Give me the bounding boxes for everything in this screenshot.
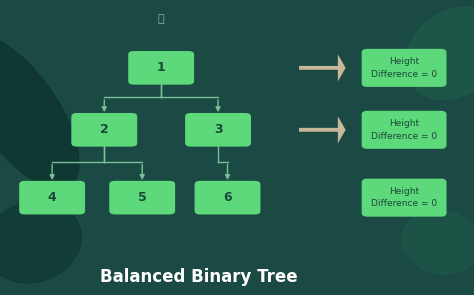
Text: 6: 6 <box>223 191 232 204</box>
Text: 5: 5 <box>138 191 146 204</box>
Ellipse shape <box>0 201 81 283</box>
FancyBboxPatch shape <box>19 181 85 214</box>
Text: 1: 1 <box>157 61 165 74</box>
Text: Height
Difference = 0: Height Difference = 0 <box>371 187 437 208</box>
Text: Height
Difference = 0: Height Difference = 0 <box>371 119 437 140</box>
Text: Balanced Binary Tree: Balanced Binary Tree <box>100 268 298 286</box>
FancyBboxPatch shape <box>194 181 261 214</box>
Text: Height
Difference = 0: Height Difference = 0 <box>371 57 437 78</box>
FancyBboxPatch shape <box>362 178 447 217</box>
FancyBboxPatch shape <box>362 49 447 87</box>
Text: 4: 4 <box>48 191 56 204</box>
FancyBboxPatch shape <box>71 113 137 147</box>
FancyBboxPatch shape <box>128 51 194 85</box>
FancyBboxPatch shape <box>109 181 175 214</box>
Text: 2: 2 <box>100 123 109 136</box>
Ellipse shape <box>405 7 474 99</box>
Ellipse shape <box>0 35 79 189</box>
FancyBboxPatch shape <box>362 111 447 149</box>
FancyBboxPatch shape <box>185 113 251 147</box>
Ellipse shape <box>402 210 474 274</box>
Text: 🐼: 🐼 <box>158 14 164 24</box>
Text: 3: 3 <box>214 123 222 136</box>
